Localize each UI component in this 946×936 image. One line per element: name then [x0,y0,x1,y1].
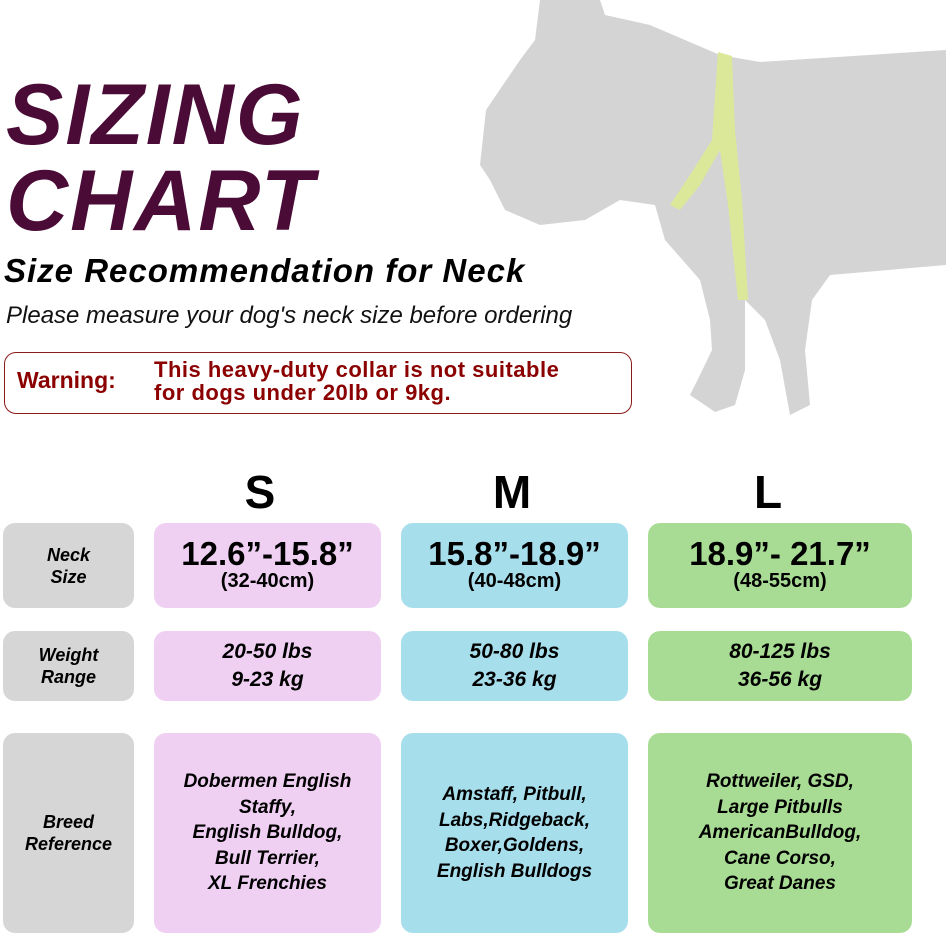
label-line: Weight [38,645,99,665]
instruction-text: Please measure your dog's neck size befo… [6,302,573,329]
warning-text-line-1: This heavy-duty collar is not suitable [154,357,560,382]
breed-line: Rottweiler, GSD, [706,771,854,792]
neck-size-label: Neck Size [3,523,134,608]
neck-inches: 18.9”- 21.7” [689,535,871,572]
breed-line: Boxer,Goldens, [444,835,585,856]
dog-silhouette-illustration [480,0,946,415]
neck-cm: (32-40cm) [220,570,315,592]
breed-reference-s: Dobermen English Staffy, English Bulldog, B… [154,733,381,933]
neck-size-m: 15.8”-18.9” (40-48cm) [401,523,628,608]
warning-label: Warning: [17,367,116,393]
subtitle: Size Recommendation for Neck [4,252,526,289]
breed-line: Staffy, [238,796,297,818]
breed-reference-l: Rottweiler, GSD, Large Pitbulls AmericanBu… [648,733,912,933]
neck-size-l: 18.9”- 21.7” (48-55cm) [648,523,912,608]
breed-line: Amstaff, Pitbull, [442,784,587,805]
weight-range-label: Weight Range [3,631,134,701]
breed-line: Large Pitbulls [717,796,843,818]
title-line-1: SIZING [6,67,305,163]
neck-cm: (48-55cm) [733,570,827,592]
weight-range-l: 80-125 lbs 36-56 kg [648,631,912,701]
weight-lbs: 50-80 lbs [469,640,560,663]
weight-lbs: 80-125 lbs [729,640,831,663]
breed-line: Labs,Ridgeback, [439,809,590,831]
weight-range-s: 20-50 lbs 9-23 kg [154,631,381,701]
weight-kg: 9-23 kg [231,668,304,691]
neck-size-s: 12.6”-15.8” (32-40cm) [154,523,381,608]
warning-box: Warning: This heavy-duty collar is not s… [4,352,632,414]
neck-cm: (40-48cm) [467,570,562,592]
weight-kg: 23-36 kg [472,668,557,691]
weight-lbs: 20-50 lbs [222,640,313,663]
weight-kg: 36-56 kg [737,668,823,691]
breed-reference-m: Amstaff, Pitbull, Labs,Ridgeback, Boxer,Go… [401,733,628,933]
breed-line: AmericanBulldog, [698,822,862,843]
label-line: Breed [42,812,95,832]
label-line: Size [50,566,87,587]
label-line: Neck [46,544,91,565]
breed-line: XL Frenchies [208,873,327,895]
size-header-l: L [753,466,783,518]
neck-inches: 12.6”-15.8” [181,535,354,572]
label-line: Range [40,667,96,687]
title-line-2: CHART [6,153,316,249]
breed-reference-label: Breed Reference [3,733,134,933]
breed-line: Great Danes [724,873,836,894]
breed-line: Dobermen English [183,771,352,793]
breed-line: Bull Terrier, [215,847,320,869]
label-line: Reference [24,834,113,854]
neck-inches: 15.8”-18.9” [428,535,601,572]
breed-line: English Bulldogs [436,860,593,882]
measuring-tape-icon [670,52,748,300]
weight-range-m: 50-80 lbs 23-36 kg [401,631,628,701]
breed-line: Cane Corso, [724,847,836,869]
size-header-s: S [244,466,276,518]
warning-text-line-2: for dogs under 20lb or 9kg. [154,380,452,405]
size-header-m: M [492,466,532,518]
breed-line: English Bulldog, [192,822,343,844]
